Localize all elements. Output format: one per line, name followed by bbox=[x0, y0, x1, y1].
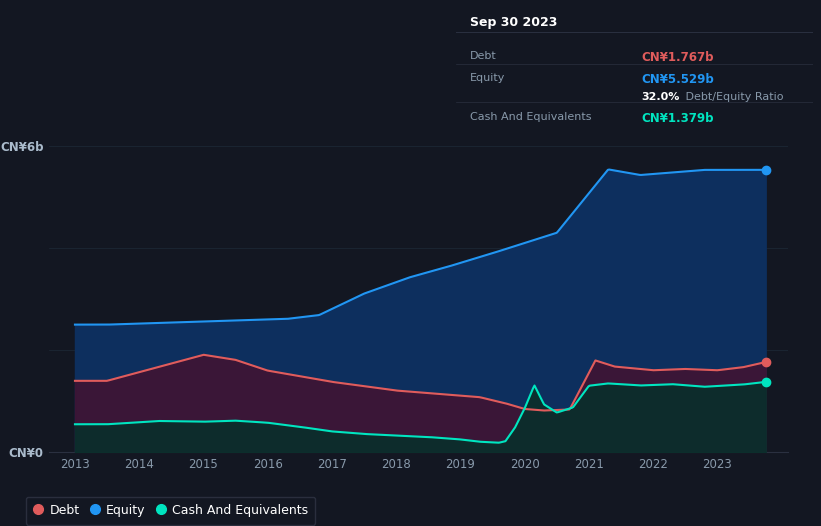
Text: Equity: Equity bbox=[470, 74, 505, 84]
Text: Debt/Equity Ratio: Debt/Equity Ratio bbox=[682, 92, 784, 102]
Text: CN¥5.529b: CN¥5.529b bbox=[641, 74, 714, 86]
Text: Debt: Debt bbox=[470, 51, 497, 61]
Text: CN¥1.767b: CN¥1.767b bbox=[641, 51, 714, 64]
Text: Sep 30 2023: Sep 30 2023 bbox=[470, 16, 557, 29]
Text: CN¥1.379b: CN¥1.379b bbox=[641, 112, 714, 125]
Text: Cash And Equivalents: Cash And Equivalents bbox=[470, 112, 591, 122]
Legend: Debt, Equity, Cash And Equivalents: Debt, Equity, Cash And Equivalents bbox=[26, 497, 315, 525]
Text: 32.0%: 32.0% bbox=[641, 92, 680, 102]
